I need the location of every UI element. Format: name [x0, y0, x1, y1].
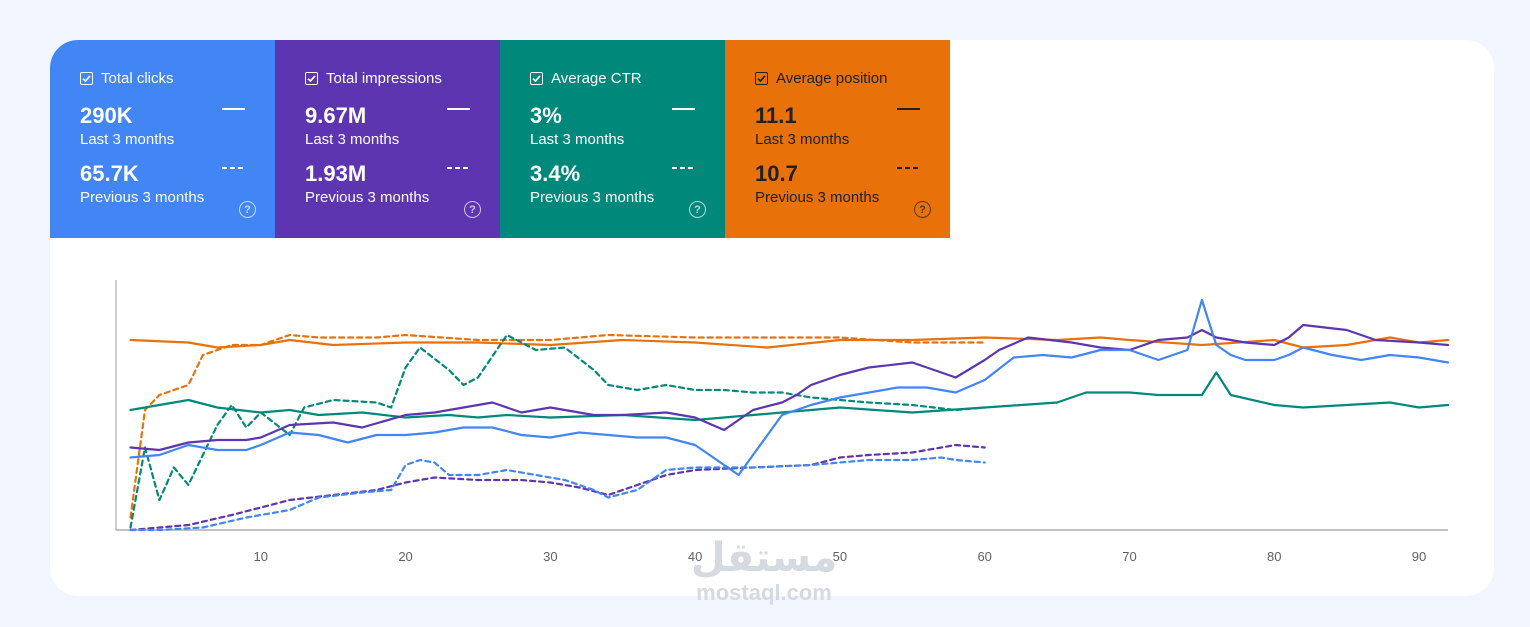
watermark: مستقل mostaql.com: [682, 535, 846, 605]
checkbox-checked-icon[interactable]: [80, 72, 93, 85]
solid-line-legend-icon: [897, 108, 920, 110]
metric-previous-label: Previous 3 months: [530, 189, 655, 206]
performance-chart: 10 20 30 40 50 60 70 80 90: [115, 280, 1450, 564]
performance-card: Total clicks 290K Last 3 months 65.7K Pr…: [50, 40, 1494, 596]
metric-current-value: 3%: [530, 103, 562, 128]
metric-tiles: Total clicks 290K Last 3 months 65.7K Pr…: [50, 40, 950, 238]
metric-current-label: Last 3 months: [530, 131, 625, 148]
series-line-3: [129, 333, 986, 529]
dashed-line-legend-icon: [447, 167, 470, 169]
metric-current-label: Last 3 months: [755, 131, 850, 148]
metric-current-value: 11.1: [755, 103, 797, 128]
x-tick-label: 20: [398, 549, 412, 564]
help-icon[interactable]: ?: [914, 201, 931, 218]
metric-tile-position[interactable]: Average position 11.1 Last 3 months 10.7…: [725, 40, 950, 238]
solid-line-legend-icon: [222, 108, 245, 110]
dashed-line-legend-icon: [672, 167, 695, 169]
metric-previous-value: 1.93M: [305, 161, 367, 186]
series-line-1: [129, 333, 986, 519]
checkbox-checked-icon[interactable]: [755, 72, 768, 85]
metric-tile-impressions[interactable]: Total impressions 9.67M Last 3 months 1.…: [275, 40, 500, 238]
metric-current-value: 290K: [80, 103, 133, 128]
x-tick-label: 10: [254, 549, 268, 564]
solid-line-legend-icon: [447, 108, 470, 110]
x-tick-label: 50: [833, 549, 847, 564]
metric-tile-clicks[interactable]: Total clicks 290K Last 3 months 65.7K Pr…: [50, 40, 275, 238]
metric-title: Total clicks: [101, 70, 174, 87]
metric-previous-label: Previous 3 months: [80, 189, 205, 206]
x-tick-label: 30: [543, 549, 557, 564]
metric-toggle[interactable]: Average CTR: [530, 70, 642, 87]
metric-previous-label: Previous 3 months: [305, 189, 430, 206]
metric-previous-label: Previous 3 months: [755, 189, 880, 206]
series-line-7: [129, 456, 986, 532]
help-icon[interactable]: ?: [689, 201, 706, 218]
series-line-6: [129, 298, 1450, 477]
x-tick-label: 70: [1122, 549, 1136, 564]
x-tick-label: 40: [688, 549, 702, 564]
metric-title: Average position: [776, 70, 888, 87]
watermark-latin: mostaql.com: [696, 580, 832, 605]
x-tick-label: 60: [977, 549, 991, 564]
metric-title: Total impressions: [326, 70, 442, 87]
x-tick-label: 80: [1267, 549, 1281, 564]
help-icon[interactable]: ?: [464, 201, 481, 218]
series-line-4: [129, 323, 1450, 452]
metric-previous-value: 3.4%: [530, 161, 581, 186]
metric-current-label: Last 3 months: [305, 131, 400, 148]
metric-toggle[interactable]: Total impressions: [305, 70, 442, 87]
metric-current-value: 9.67M: [305, 103, 367, 128]
metric-title: Average CTR: [551, 70, 642, 87]
dashed-line-legend-icon: [222, 167, 245, 169]
metric-toggle[interactable]: Total clicks: [80, 70, 174, 87]
metric-tile-ctr[interactable]: Average CTR 3% Last 3 months 3.4% Previo…: [500, 40, 725, 238]
series-line-2: [129, 371, 1450, 422]
dashed-line-legend-icon: [897, 167, 920, 169]
metric-toggle[interactable]: Average position: [755, 70, 887, 87]
solid-line-legend-icon: [672, 108, 695, 110]
checkbox-checked-icon[interactable]: [530, 72, 543, 85]
help-icon[interactable]: ?: [239, 201, 256, 218]
metric-previous-value: 65.7K: [80, 161, 139, 186]
checkbox-checked-icon[interactable]: [305, 72, 318, 85]
series-line-5: [129, 443, 986, 532]
watermark-arabic: مستقل: [690, 535, 838, 581]
metric-current-label: Last 3 months: [80, 131, 175, 148]
metric-previous-value: 10.7: [755, 161, 798, 186]
x-tick-label: 90: [1412, 549, 1426, 564]
